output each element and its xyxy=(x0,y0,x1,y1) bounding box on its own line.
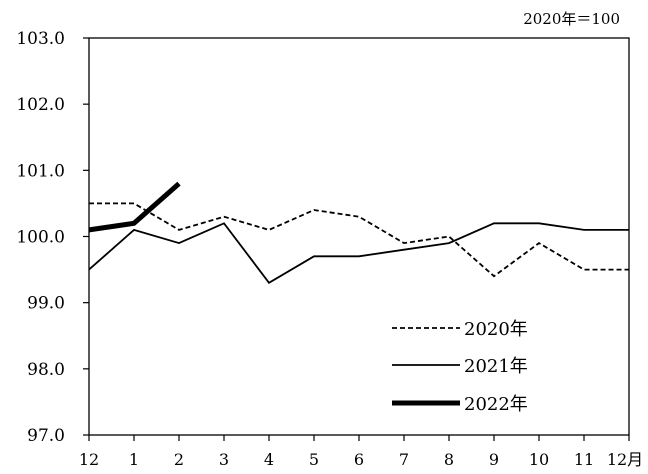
legend-label-2022年: 2022年 xyxy=(464,394,528,415)
y-tick-label: 103.0 xyxy=(16,29,65,49)
y-tick-label: 100.0 xyxy=(16,228,65,248)
unit-note: 2020年＝100 xyxy=(523,10,620,28)
x-tick-label: 7 xyxy=(399,450,409,469)
x-tick-label: 9 xyxy=(489,450,499,469)
x-axis: 12 1 2 3 4 5 6 7 8 9 10 11 12月 xyxy=(79,435,643,469)
series-lines xyxy=(88,181,629,284)
x-tick-label: 10 xyxy=(529,450,549,469)
x-tick-label: 12月 xyxy=(607,450,643,469)
x-tick-label: 4 xyxy=(264,450,274,469)
x-tick-label: 3 xyxy=(219,450,229,469)
series-line-2020年 xyxy=(89,202,629,278)
x-tick-label: 11 xyxy=(574,450,594,469)
x-tick-label: 2 xyxy=(174,450,184,469)
series-line-2022年 xyxy=(88,181,181,233)
legend-label-2021年: 2021年 xyxy=(464,356,528,377)
x-tick-label: 5 xyxy=(309,450,319,469)
y-axis: 103.0 102.0 101.0 100.0 99.0 98.0 97.0 xyxy=(16,29,89,446)
plot-area-frame xyxy=(88,37,630,436)
x-tick-label: 1 xyxy=(129,450,139,469)
series-line-2021年 xyxy=(88,222,629,284)
y-tick-label: 102.0 xyxy=(16,95,65,115)
x-tick-label: 6 xyxy=(354,450,364,469)
legend-label-2020年: 2020年 xyxy=(464,319,528,340)
y-tick-label: 99.0 xyxy=(27,294,65,314)
legend: 2020年 2021年 2022年 xyxy=(392,319,528,415)
y-tick-label: 98.0 xyxy=(27,360,65,380)
x-tick-label: 8 xyxy=(444,450,454,469)
y-tick-label: 97.0 xyxy=(27,426,65,446)
y-tick-label: 101.0 xyxy=(16,161,65,181)
x-tick-label: 12 xyxy=(79,450,99,469)
